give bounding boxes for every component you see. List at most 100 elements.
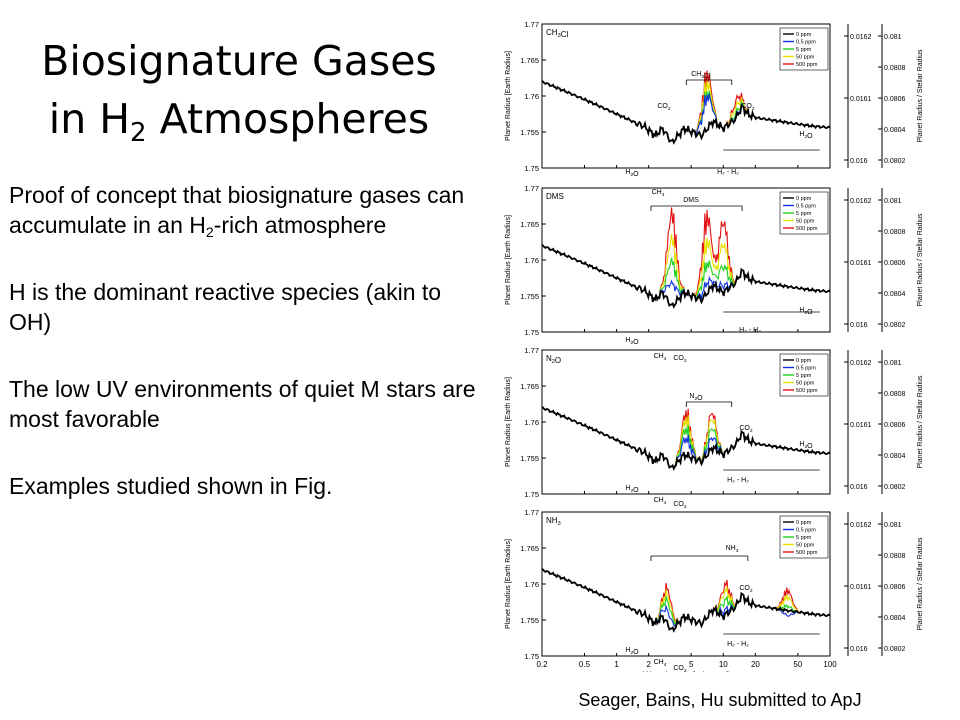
y-tick-label: 1.755 [520, 616, 539, 625]
annotation-label: NH3 [726, 545, 739, 554]
p1-post: -rich atmosphere [213, 212, 387, 238]
series-line-0-ppm [541, 80, 831, 145]
right-tick-label-a: 0.0162 [850, 360, 872, 367]
formula-part: H [799, 307, 804, 314]
annotation-label: H₂ - H₂ [717, 169, 739, 176]
right-tick-label-b: 0.0806 [884, 96, 906, 103]
x-tick-label: 100 [823, 660, 837, 669]
y-tick-label: 1.75 [524, 328, 539, 337]
right-tick-label-b: 0.081 [884, 198, 902, 205]
formula-part: 2 [668, 106, 671, 112]
p1-sub: 2 [205, 224, 214, 240]
right-tick-label-a: 0.016 [850, 322, 868, 329]
formula-part: 2 [630, 488, 633, 494]
title-line-2: in H2 Atmospheres [8, 90, 470, 148]
legend-label: 50 ppm [796, 543, 815, 549]
formula-part: CO [739, 585, 750, 592]
title-line-2-post: Atmospheres [146, 95, 430, 143]
gas-name-label: DMS [546, 192, 564, 201]
right-tick-label-b: 0.081 [884, 34, 902, 41]
formula-part: 2 [630, 650, 633, 656]
formula-part: O [633, 171, 639, 178]
spectra-figure: 1.75 1.755 1.76 1.765 1.77 Planet Radius [Ear… [505, 20, 924, 672]
formula-part: CH [546, 28, 558, 37]
y-tick-label: 1.77 [524, 20, 539, 29]
formula-part: DMS [683, 197, 699, 204]
annotation-label: H₂ - H₂ [739, 327, 761, 334]
formula-part: N [546, 354, 552, 363]
annotation-label: H2O [625, 647, 639, 656]
right-tick-label-b: 0.081 [884, 522, 902, 529]
annotation-label: H2O [625, 337, 639, 346]
legend-label: 50 ppm [796, 219, 815, 225]
y-tick-label: 1.76 [524, 256, 539, 265]
formula-part: O [807, 133, 813, 140]
y-axis-label: Planet Radius [Earth Radius] [505, 377, 512, 467]
legend-label: 5 ppm [796, 373, 812, 379]
right-tick-label-b: 0.0808 [884, 391, 906, 398]
series-line-0-ppm [541, 406, 831, 471]
spectrum-panel-ch3cl: 1.75 1.755 1.76 1.765 1.77 Planet Radius [Ear… [505, 20, 924, 198]
x-tick-label: 0.2 [536, 660, 548, 669]
x-tick-label: 10 [719, 660, 728, 669]
formula-part: CO [673, 665, 684, 672]
title-line-2-pre: in H [48, 95, 131, 143]
paragraph-examples: Examples studied shown in Fig. [9, 473, 333, 499]
annotation-label: CO2 [673, 665, 687, 672]
y-tick-label: 1.765 [520, 220, 539, 229]
annotation-label: CO2 [741, 103, 755, 112]
formula-part: CO [741, 103, 752, 110]
right-tick-label-b: 0.0802 [884, 646, 906, 653]
bullet-text: Proof of concept that biosignature gases… [9, 180, 479, 538]
y-tick-label: 1.76 [524, 92, 539, 101]
annotation-label: N2O [689, 393, 703, 402]
right-tick-label-b: 0.0806 [884, 422, 906, 429]
legend-label: 0.5 ppm [796, 40, 816, 46]
gas-name-label: NH3 [546, 516, 561, 527]
x-tick-label: 1 [614, 660, 619, 669]
y-tick-label: 1.76 [524, 580, 539, 589]
y-tick-label: 1.77 [524, 346, 539, 355]
right-tick-label-b: 0.0804 [884, 615, 906, 622]
right-tick-label-b: 0.0804 [884, 291, 906, 298]
title-line-1: Biosignature Gases [41, 37, 437, 85]
formula-part: N [689, 393, 694, 400]
formula-part: 3 [701, 74, 704, 80]
series-line-0-ppm [541, 244, 831, 309]
title-line-2-sub: 2 [130, 118, 147, 148]
y-tick-label: 1.755 [520, 292, 539, 301]
p1-pre: Proof of concept that biosignature gases… [9, 182, 465, 238]
formula-part: Cl [561, 30, 569, 39]
legend-label: 5 ppm [796, 211, 812, 217]
formula-part: CH [654, 497, 664, 504]
annotation-label: CH3Cl [691, 71, 711, 80]
right-tick-label-b: 0.0802 [884, 158, 906, 165]
annotation-label: H2O [799, 307, 813, 316]
annotation-label: CH4 [654, 353, 667, 362]
y-axis-label: Planet Radius [Earth Radius] [505, 215, 512, 305]
formula-part: 2 [630, 340, 633, 346]
formula-part: 2 [804, 444, 807, 450]
annotation-label: H2O [799, 131, 813, 140]
formula-part: H [799, 441, 804, 448]
series-line-0-ppm [541, 568, 831, 633]
legend-label: 0.5 ppm [796, 204, 816, 210]
right-tick-label-a: 0.0161 [850, 96, 872, 103]
slide-title: Biosignature Gases in H2 Atmospheres [8, 32, 470, 148]
gas-name-label: N2O [546, 354, 561, 365]
annotation-label: H₂ - H₂ [727, 477, 749, 484]
y-tick-label: 1.76 [524, 418, 539, 427]
formula-part: 2 [804, 310, 807, 316]
formula-part: 4 [662, 192, 665, 198]
formula-part: H [799, 131, 804, 138]
right-tick-label-b: 0.0802 [884, 322, 906, 329]
right-axis-label: Planet Radius / Stellar Radius [917, 213, 924, 306]
y-tick-label: 1.77 [524, 184, 539, 193]
formula-part: 4 [664, 662, 667, 668]
annotation-label: DMS [683, 197, 699, 204]
formula-part: O [697, 395, 703, 402]
right-tick-label-a: 0.0161 [850, 422, 872, 429]
right-tick-label-a: 0.016 [850, 484, 868, 491]
y-tick-label: 1.765 [520, 382, 539, 391]
